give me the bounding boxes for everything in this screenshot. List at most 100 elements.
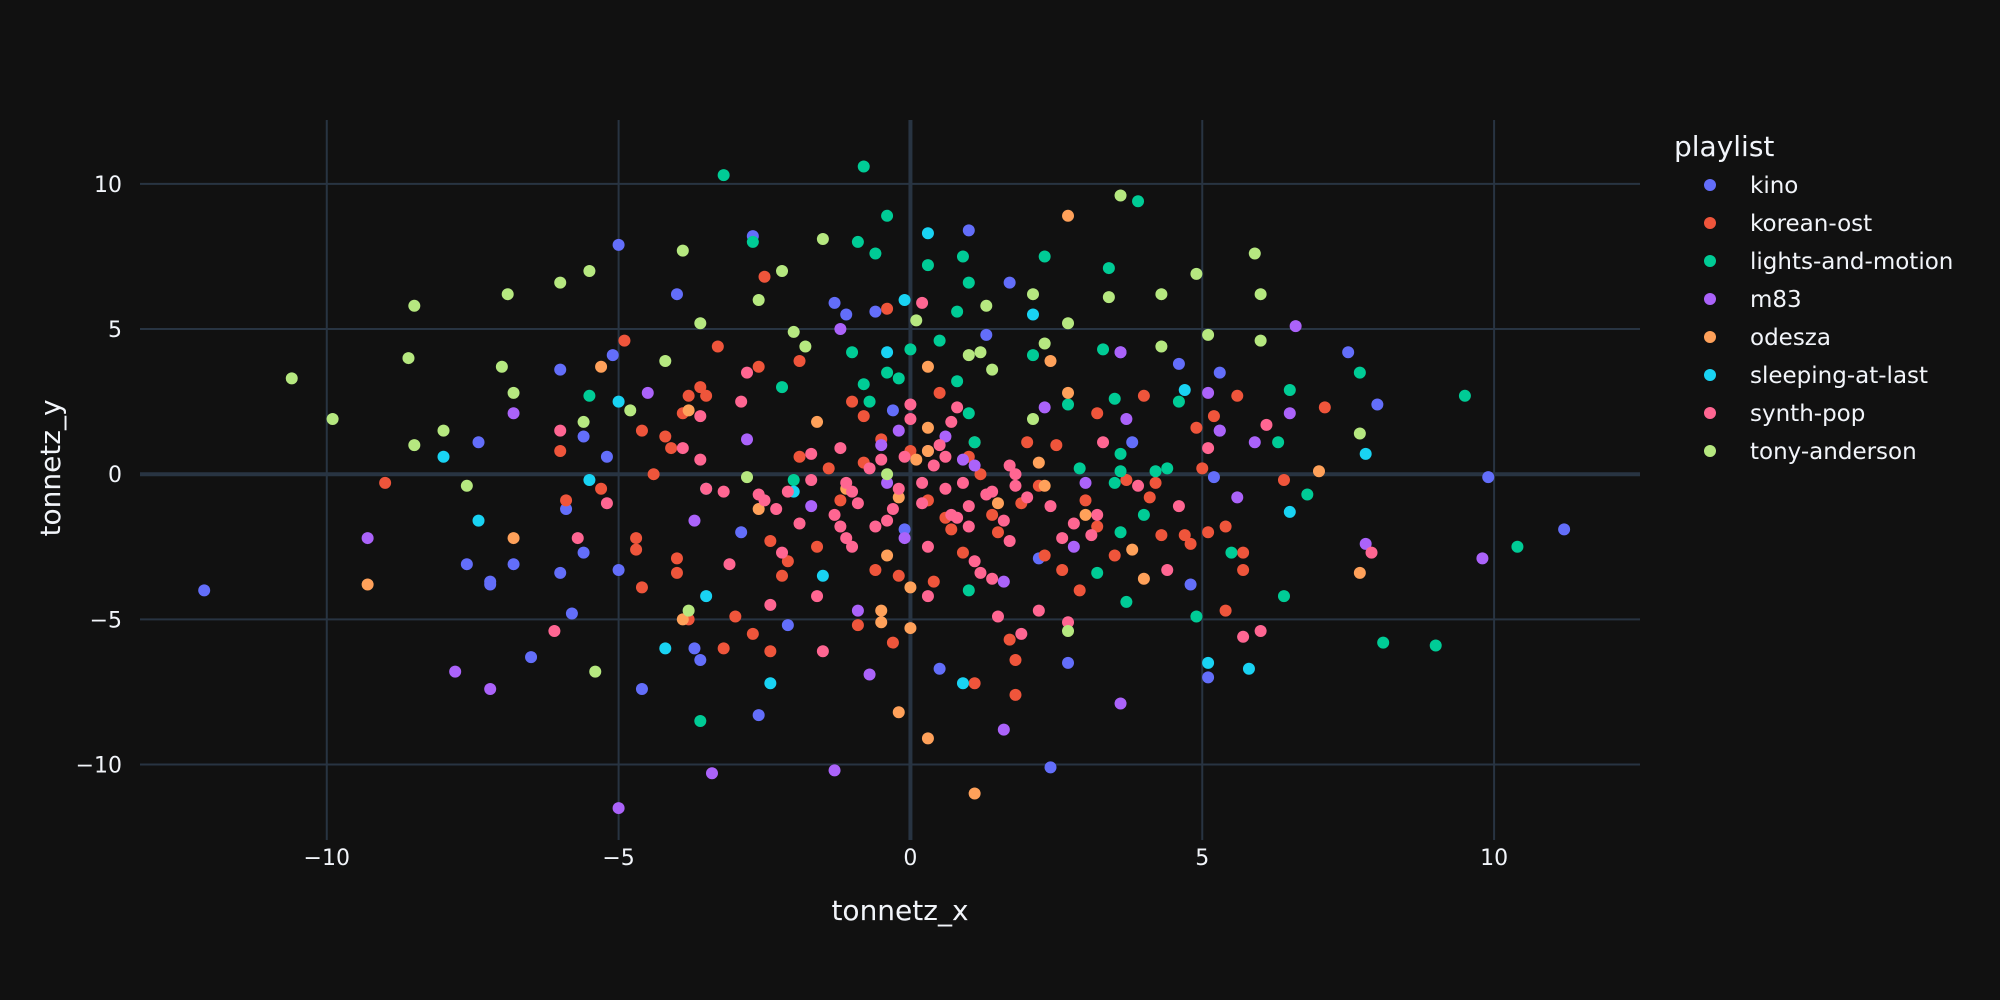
data-point [869,520,882,533]
data-point [1254,288,1267,301]
data-point [665,442,678,455]
data-point [892,482,905,495]
data-point [554,363,567,376]
legend-item-korean-ost[interactable]: korean-ost [1704,211,1872,237]
data-point [1091,508,1104,521]
data-point [1242,662,1255,675]
legend-item-synth-pop[interactable]: synth-pop [1704,401,1865,427]
data-point [1458,389,1471,402]
data-point [1202,386,1215,399]
data-point [1301,488,1314,501]
data-point [822,462,835,475]
data-point [945,415,958,428]
legend-item-sleeping-at-last[interactable]: sleeping-at-last [1704,363,1928,389]
data-point [881,366,894,379]
legend-item-kino[interactable]: kino [1704,173,1798,199]
data-point [746,235,759,248]
data-point [1067,517,1080,530]
data-point [1038,250,1051,263]
legend-item-tony-anderson[interactable]: tony-anderson [1704,439,1917,465]
data-point [495,360,508,373]
legend-item-m83[interactable]: m83 [1704,287,1802,313]
data-point [630,543,643,556]
data-point [735,526,748,539]
data-point [776,264,789,277]
legend-marker [1704,407,1716,419]
data-point [805,474,818,486]
y-tick-label: 0 [108,463,122,488]
data-point [694,714,707,727]
data-point [198,584,211,597]
data-point [869,247,882,260]
data-point [898,532,911,545]
data-point [1091,566,1104,579]
legend-item-lights-and-motion[interactable]: lights-and-motion [1704,249,1953,275]
data-point [1044,761,1057,774]
data-point [1318,401,1331,414]
data-point [1359,537,1372,550]
data-point [1108,549,1121,562]
data-point [635,683,648,696]
data-point [1213,424,1226,437]
data-point [577,430,590,443]
series-korean-ost [379,270,1331,701]
data-point [1038,479,1051,492]
data-point [1108,392,1121,405]
data-point [484,683,497,696]
data-point [881,514,894,527]
data-point [1009,479,1022,492]
data-point [1038,549,1051,562]
data-point [1289,320,1302,333]
data-point [402,352,415,365]
legend-label: korean-ost [1750,211,1872,237]
data-point [1225,546,1238,559]
data-point [869,564,882,576]
data-point [881,549,894,562]
data-point [968,436,981,449]
data-point [746,627,759,640]
data-point [1312,465,1325,478]
data-point [1137,389,1150,402]
data-point [793,517,806,530]
data-point [846,395,859,408]
data-point [1190,610,1203,623]
data-point [857,410,870,423]
data-point [1097,436,1110,449]
legend-item-odesza[interactable]: odesza [1704,325,1831,351]
data-point [361,532,374,545]
data-point [1184,578,1197,591]
legend-marker [1704,217,1716,229]
data-point [962,349,975,362]
data-point [670,552,683,565]
data-point [711,340,724,353]
data-point [921,732,934,745]
data-point [548,624,561,637]
data-point [834,442,847,455]
data-point [1009,468,1022,481]
data-point [951,305,964,318]
data-point [916,497,929,510]
data-point [1237,546,1250,559]
data-point [951,401,964,414]
data-point [921,540,934,553]
data-point [991,610,1004,623]
data-point [641,386,654,399]
data-point [956,476,969,489]
data-point [1137,508,1150,521]
data-point [752,709,765,722]
data-point [1003,276,1016,289]
data-point [741,471,754,484]
data-point [857,160,870,173]
data-point [1155,340,1168,353]
data-point [1015,627,1028,640]
data-point [1476,552,1489,565]
data-point [694,317,707,330]
data-point [635,581,648,594]
data-point [595,360,608,373]
data-point [1202,671,1215,684]
data-point [1114,189,1127,202]
data-point [1190,421,1203,434]
data-point [659,430,672,443]
data-point [904,343,917,356]
data-point [659,354,672,367]
